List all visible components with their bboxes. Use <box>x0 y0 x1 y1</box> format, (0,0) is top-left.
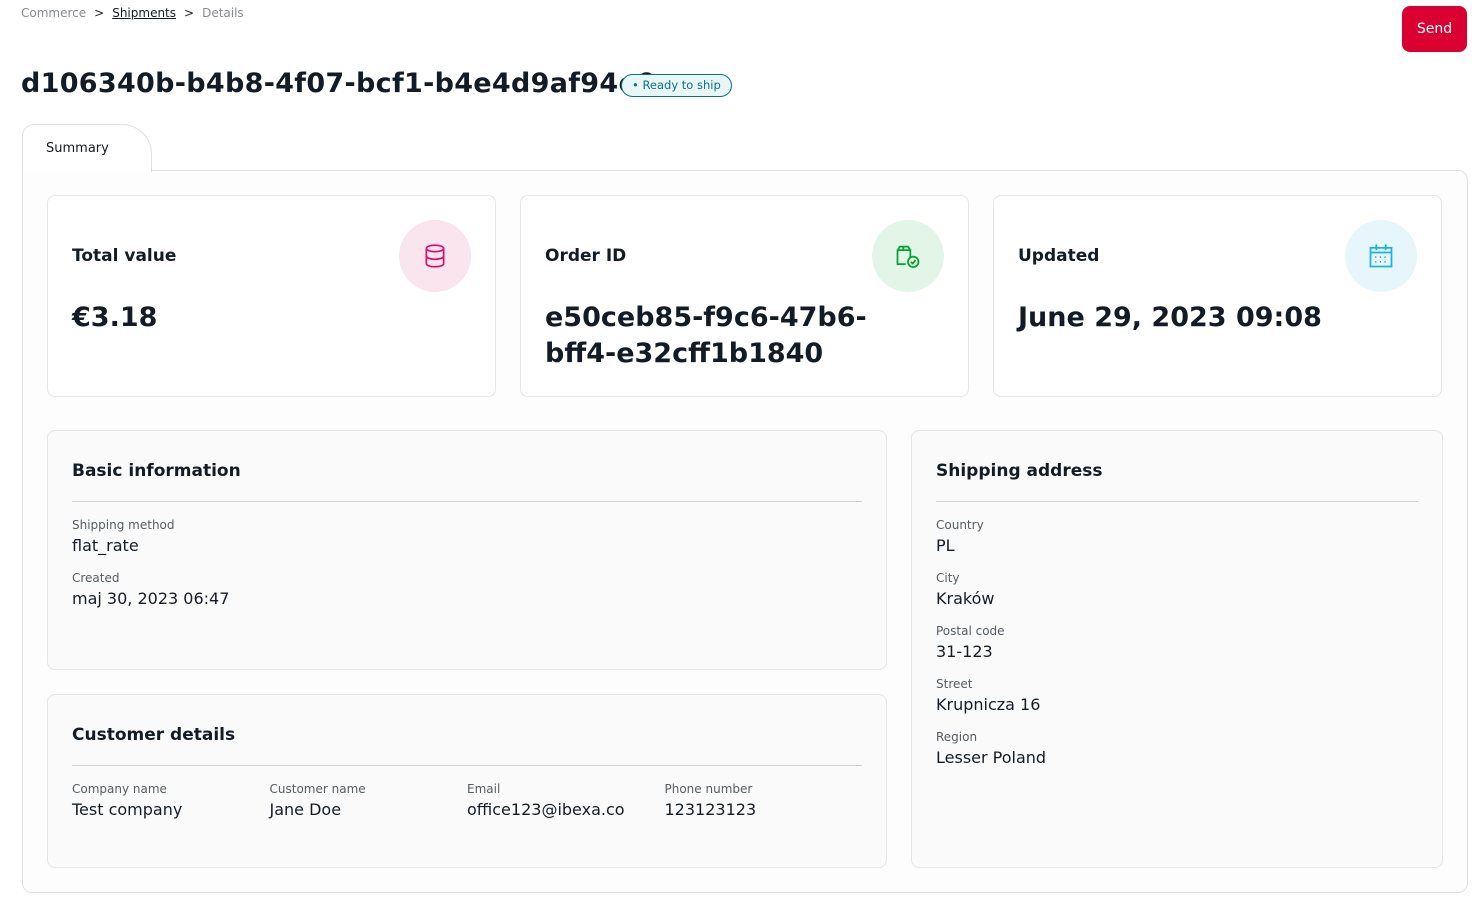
field-label: Phone number <box>664 782 753 796</box>
field-city: City Kraków <box>936 571 1418 608</box>
breadcrumb-shipments[interactable]: Shipments <box>112 6 177 20</box>
updated-card: Updated June 29, 2023 09:08 <box>993 195 1442 397</box>
shipping-address-section: Shipping address Country PL City Kraków Po… <box>911 430 1443 868</box>
field-value: 31-123 <box>936 642 993 661</box>
field-value: Lesser Poland <box>936 748 1047 767</box>
field-value: Test company <box>72 800 183 819</box>
field-label: Postal code <box>936 624 1005 638</box>
breadcrumb: Commerce > Shipments > Details <box>21 6 244 20</box>
card-title: Updated <box>1018 246 1100 266</box>
field-label: Customer name <box>269 782 366 796</box>
field-label: Region <box>936 730 978 744</box>
database-icon <box>399 220 471 292</box>
field-value: Krupnicza 16 <box>936 695 1041 714</box>
breadcrumb-separator: > <box>184 6 195 20</box>
send-button[interactable]: Send <box>1402 6 1467 52</box>
field-label: Street <box>936 677 973 691</box>
field-street: Street Krupnicza 16 <box>936 677 1418 714</box>
field-country: Country PL <box>936 518 1418 555</box>
field-created: Created maj 30, 2023 06:47 <box>72 571 862 608</box>
calendar-icon <box>1345 220 1417 292</box>
field-shipping-method: Shipping method flat_rate <box>72 518 862 555</box>
field-label: Created <box>72 571 120 585</box>
field-email: Email office123@ibexa.co <box>467 782 665 819</box>
section-title: Basic information <box>72 461 862 502</box>
breadcrumb-commerce[interactable]: Commerce <box>21 6 87 20</box>
field-value: Kraków <box>936 589 995 608</box>
field-customer-name: Customer name Jane Doe <box>270 782 468 819</box>
field-label: Email <box>467 782 501 796</box>
field-label: Company name <box>72 782 167 796</box>
card-title: Total value <box>72 246 177 266</box>
field-label: City <box>936 571 960 585</box>
field-value: flat_rate <box>72 536 139 555</box>
basic-information-section: Basic information Shipping method flat_ra… <box>47 430 887 670</box>
field-region: Region Lesser Poland <box>936 730 1418 767</box>
status-badge: • Ready to ship <box>621 74 732 97</box>
customer-details-section: Customer details Company name Test compan… <box>47 694 887 868</box>
field-company-name: Company name Test company <box>72 782 270 819</box>
card-value: e50ceb85-f9c6-47b6-bff4-e32cff1b1840 <box>545 302 867 369</box>
section-title: Customer details <box>72 725 862 766</box>
field-value: Jane Doe <box>269 800 342 819</box>
section-title: Shipping address <box>936 461 1418 502</box>
package-check-icon <box>872 220 944 292</box>
total-value-card: Total value €3.18 <box>47 195 496 397</box>
field-value: PL <box>936 536 955 555</box>
page-title: d106340b-b4b8-4f07-bcf1-b4e4d9af94e0 <box>21 68 657 99</box>
order-id-card: Order ID e50ceb85-f9c6-47b6-bff4-e32cff1… <box>520 195 969 397</box>
field-postal-code: Postal code 31-123 <box>936 624 1418 661</box>
card-value: June 29, 2023 09:08 <box>1018 302 1322 333</box>
tab-summary[interactable]: Summary <box>22 124 152 172</box>
field-label: Country <box>936 518 984 532</box>
field-value: maj 30, 2023 06:47 <box>72 589 230 608</box>
breadcrumb-details: Details <box>202 6 244 20</box>
field-label: Shipping method <box>72 518 175 532</box>
field-phone-number: Phone number 123123123 <box>665 782 863 819</box>
field-value: office123@ibexa.co <box>467 800 625 819</box>
breadcrumb-separator: > <box>94 6 105 20</box>
field-value: 123123123 <box>664 800 757 819</box>
card-value: €3.18 <box>72 302 158 333</box>
card-title: Order ID <box>545 246 627 266</box>
